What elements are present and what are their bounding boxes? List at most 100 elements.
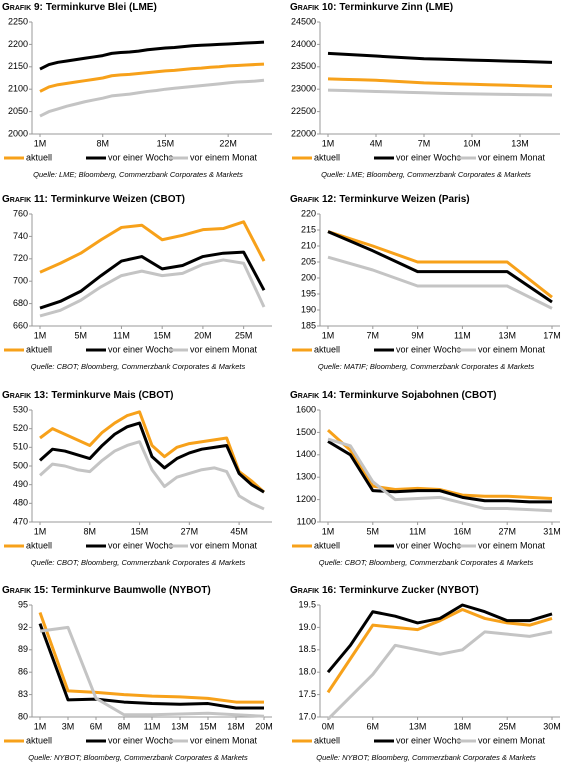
- y-tick-label: 17.0: [298, 711, 316, 721]
- y-tick-label: 23000: [291, 84, 316, 94]
- y-tick-label: 18.5: [298, 644, 316, 654]
- x-tick-label: 18M: [454, 721, 472, 731]
- y-tick-label: 1200: [296, 494, 316, 504]
- chart-title-text: Terminkurve Mais (CBOT): [51, 390, 173, 401]
- x-tick-label: 27M: [181, 526, 199, 536]
- legend-label: vor einem Monat: [478, 540, 546, 550]
- chart-title: Grafik 11: Terminkurve Weizen (CBOT): [2, 194, 185, 205]
- chart-panel: Grafik 15: Terminkurve Baumwolle (NYBOT) 8…: [2, 585, 273, 762]
- series-line: [327, 440, 552, 504]
- y-tick-label: 200: [301, 272, 316, 282]
- legend-label: vor einem Monat: [190, 152, 258, 162]
- series-line: [327, 77, 553, 89]
- x-tick-label: 11M: [113, 330, 130, 340]
- chart-title-text: Terminkurve Blei (LME): [46, 2, 157, 13]
- x-tick-label: 11M: [144, 721, 161, 731]
- x-tick-label: 15M: [199, 721, 217, 731]
- legend-label: aktuell: [314, 152, 340, 162]
- chart-title: Grafik 13: Terminkurve Mais (CBOT): [2, 390, 173, 401]
- y-tick-label: 195: [301, 288, 316, 298]
- series-line: [38, 421, 265, 494]
- x-tick-label: 5M: [367, 526, 380, 536]
- x-tick-label: 1M: [34, 526, 47, 536]
- chart-panel: Grafik 16: Terminkurve Zucker (NYBOT) 17.0…: [290, 585, 561, 762]
- y-tick-label: 24500: [291, 16, 316, 26]
- series-line: [327, 230, 553, 304]
- chart-title-text: Terminkurve Weizen (CBOT): [51, 194, 185, 205]
- y-tick-label: 1300: [296, 472, 316, 482]
- legend-label: vor einer Woche: [396, 344, 461, 354]
- x-tick-label: 13M: [511, 138, 529, 148]
- chart-title-text: Terminkurve Weizen (Paris): [339, 194, 469, 205]
- chart-label: Grafik 12:: [290, 194, 336, 205]
- chart-title: Grafik 14: Terminkurve Sojabohnen (CBOT): [290, 390, 496, 401]
- x-tick-label: 7M: [418, 138, 431, 148]
- legend-label: vor einer Woche: [396, 735, 461, 745]
- chart-title: Grafik 15: Terminkurve Baumwolle (NYBOT): [2, 585, 211, 596]
- x-tick-label: 31M: [543, 526, 561, 536]
- y-tick-label: 220: [301, 208, 316, 218]
- legend-label: vor einer Woche: [108, 344, 173, 354]
- y-tick-label: 22500: [291, 106, 316, 116]
- x-tick-label: 6M: [90, 721, 103, 731]
- series-line: [38, 611, 264, 704]
- x-tick-label: 5M: [74, 330, 87, 340]
- source-note: Quelle: LME; Bloomberg, Commerzbank Corp…: [321, 170, 531, 179]
- chart-title: Grafik 10: Terminkurve Zinn (LME): [290, 2, 453, 13]
- source-note: Quelle: CBOT; Bloomberg, Commerzbank Cor…: [319, 558, 534, 567]
- y-tick-label: 22000: [291, 128, 316, 138]
- source-note: Quelle: CBOT; Bloomberg, Commerzbank Cor…: [31, 558, 246, 567]
- legend-label: vor einem Monat: [478, 152, 546, 162]
- x-tick-label: 4M: [370, 138, 383, 148]
- y-tick-label: 660: [13, 320, 28, 330]
- chart-title-text: Terminkurve Baumwolle (NYBOT): [51, 585, 210, 596]
- series-line: [38, 623, 264, 710]
- series-line: [327, 88, 553, 97]
- y-tick-label: 19.0: [298, 622, 316, 632]
- x-tick-label: 13M: [409, 721, 427, 731]
- y-tick-label: 95: [18, 599, 28, 609]
- y-tick-label: 205: [301, 256, 316, 266]
- x-tick-label: 45M: [230, 526, 248, 536]
- legend-label: vor einem Monat: [478, 735, 546, 745]
- series-line: [39, 40, 265, 71]
- x-tick-label: 18M: [227, 721, 245, 731]
- x-tick-label: 1M: [322, 526, 335, 536]
- chart-panel: Grafik 12: Terminkurve Weizen (Paris) 185 1…: [290, 194, 561, 371]
- y-tick-label: 1600: [296, 404, 316, 414]
- chart-panel: Grafik 11: Terminkurve Weizen (CBOT) 660 68…: [2, 194, 272, 371]
- series-line: [327, 230, 553, 299]
- chart-title-text: Terminkurve Zucker (NYBOT): [339, 585, 478, 596]
- legend-label: vor einem Monat: [190, 344, 258, 354]
- legend-label: aktuell: [26, 540, 52, 550]
- y-tick-label: 490: [13, 479, 28, 489]
- source-note: Quelle: LME; Bloomberg, Commerzbank Corp…: [33, 170, 243, 179]
- chart-panel: Grafik 14: Terminkurve Sojabohnen (CBOT) 1…: [290, 390, 561, 567]
- series-line: [39, 250, 266, 310]
- x-tick-label: 25M: [498, 721, 516, 731]
- x-tick-label: 0M: [322, 721, 335, 731]
- y-tick-label: 510: [13, 442, 28, 452]
- y-tick-label: 80: [18, 711, 28, 721]
- legend-label: aktuell: [314, 540, 340, 550]
- source-note: Quelle: NYBOT; Bloomberg, Commerzbank Co…: [316, 753, 536, 762]
- legend-label: vor einer Woche: [108, 540, 173, 550]
- series-line: [39, 410, 266, 494]
- y-tick-label: 215: [301, 224, 316, 234]
- y-tick-label: 2200: [8, 39, 28, 49]
- y-tick-label: 2000: [8, 128, 28, 138]
- y-tick-label: 210: [301, 240, 316, 250]
- y-tick-label: 86: [18, 667, 28, 677]
- x-tick-label: 6M: [367, 721, 380, 731]
- x-tick-label: 20M: [194, 330, 212, 340]
- x-tick-label: 8M: [96, 138, 109, 148]
- series-line: [327, 437, 553, 513]
- y-tick-label: 500: [13, 460, 28, 470]
- x-tick-label: 17M: [543, 330, 561, 340]
- x-tick-label: 10M: [463, 138, 481, 148]
- x-tick-label: 13M: [171, 721, 189, 731]
- y-tick-label: 83: [18, 689, 28, 699]
- legend-label: vor einer Woche: [108, 152, 173, 162]
- y-tick-label: 680: [13, 298, 28, 308]
- y-tick-label: 190: [301, 304, 316, 314]
